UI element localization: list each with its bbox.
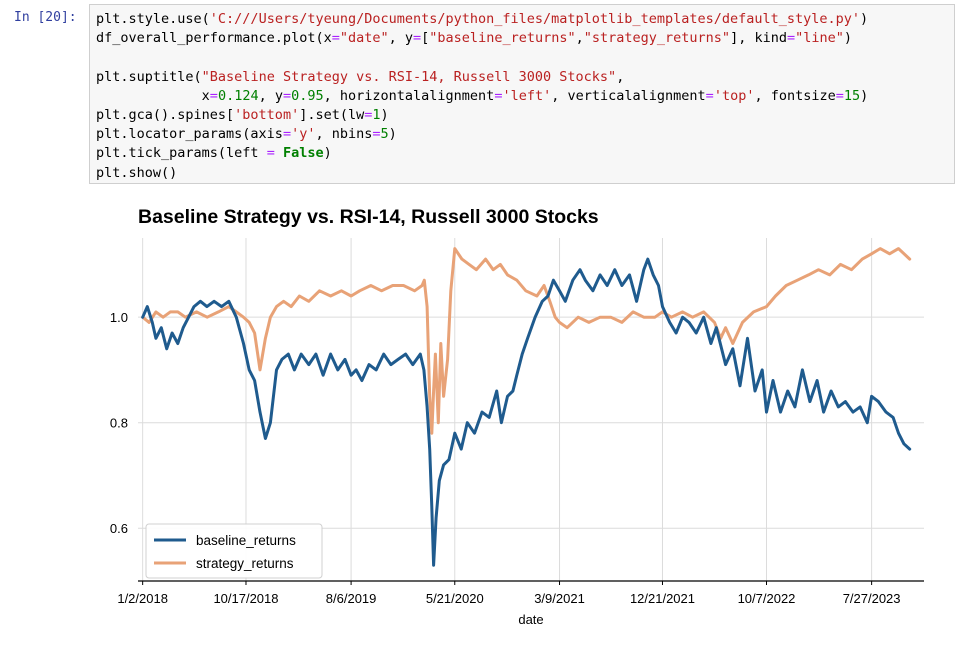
x-tick-label: 8/6/2019 — [326, 591, 377, 606]
legend: baseline_returns strategy_returns — [145, 523, 323, 579]
code-cell-editor[interactable]: plt.style.use('C:///Users/tyeung/Documen… — [89, 4, 955, 184]
code-line: plt.style.use('C:///Users/tyeung/Documen… — [96, 11, 869, 27]
code-line: x=0.124, y=0.95, horizontalalignment='le… — [96, 87, 869, 104]
code-line: plt.show() — [96, 164, 178, 181]
code-line: plt.tick_params(left = False) — [96, 145, 332, 162]
cell-prompt: In [20]: — [14, 10, 77, 25]
series-layer — [141, 247, 912, 567]
code-line: df_overall_performance.plot(x="date", y=… — [96, 30, 853, 47]
code-line: plt.gca().spines['bottom'].set(lw=1) — [96, 107, 389, 123]
code-line: plt.locator_params(axis='y', nbins=5) — [96, 126, 397, 143]
y-tick-label: 1.0 — [110, 310, 128, 325]
legend-box — [145, 523, 323, 579]
x-tick-label: 10/17/2018 — [213, 591, 278, 606]
code-line: plt.suptitle("Baseline Strategy vs. RSI-… — [96, 68, 625, 85]
baseline-returns-line — [141, 257, 912, 567]
x-tick-label: 12/21/2021 — [630, 591, 695, 606]
legend-label-strategy: strategy_returns — [196, 556, 294, 571]
strategy-returns-line — [141, 247, 912, 435]
x-tick-labels: 1/2/2018 10/17/2018 8/6/2019 5/21/2020 3/9/2… — [117, 581, 901, 606]
x-tick-label: 7/27/2023 — [843, 591, 901, 606]
legend-label-baseline: baseline_returns — [196, 533, 296, 548]
x-tick-label: 5/21/2020 — [426, 591, 484, 606]
y-tick-label: 0.6 — [110, 521, 128, 536]
x-tick-label: 3/9/2021 — [534, 591, 585, 606]
y-tick-label: 0.8 — [110, 416, 128, 431]
line-chart: Baseline Strategy vs. RSI-14, Russell 30… — [110, 206, 924, 627]
x-axis-label: date — [518, 612, 543, 627]
chart-title: Baseline Strategy vs. RSI-14, Russell 30… — [138, 206, 599, 228]
x-tick-label: 10/7/2022 — [738, 591, 796, 606]
y-tick-labels: 0.6 0.8 1.0 — [110, 310, 128, 536]
x-tick-label: 1/2/2018 — [117, 591, 168, 606]
cell-output: Baseline Strategy vs. RSI-14, Russell 30… — [0, 188, 957, 655]
